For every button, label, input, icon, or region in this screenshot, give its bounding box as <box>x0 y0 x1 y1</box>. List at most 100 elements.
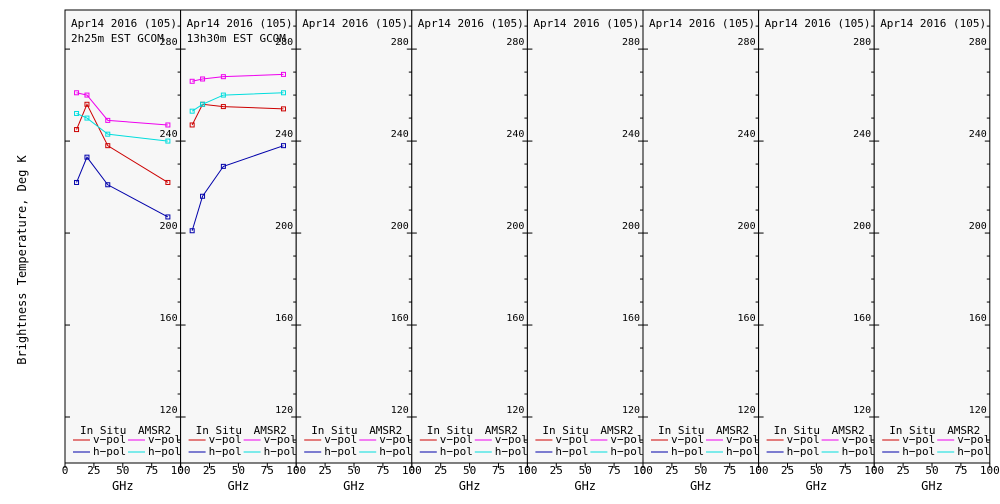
x-tick-label: 50 <box>232 464 245 477</box>
x-tick-label: 75 <box>954 464 967 477</box>
x-axis-label: GHz <box>921 479 943 493</box>
legend-amsr2-header: AMSR2 <box>369 424 402 437</box>
x-tick-label: 0 <box>640 464 647 477</box>
panel-title: Apr14 2016 (105) <box>71 17 177 30</box>
y-tick-label: 120 <box>391 405 409 416</box>
legend-hpol-label: h−pol <box>610 445 643 458</box>
series-line <box>76 92 168 126</box>
x-tick-label: 0 <box>293 464 300 477</box>
data-point <box>105 131 111 137</box>
x-tick-label: 50 <box>463 464 476 477</box>
x-tick-label: 0 <box>62 464 69 477</box>
x-tick-label: 50 <box>579 464 592 477</box>
legend-amsr2-header: AMSR2 <box>600 424 633 437</box>
legend-hpol-label: h−pol <box>495 445 528 458</box>
data-point <box>84 115 90 121</box>
y-tick-label: 200 <box>160 221 178 232</box>
x-tick-label: 25 <box>896 464 909 477</box>
y-tick-label: 240 <box>969 129 987 140</box>
data-point <box>84 101 90 107</box>
y-tick-label: 160 <box>853 313 871 324</box>
x-tick-label: 75 <box>145 464 158 477</box>
x-axis-label: GHz <box>690 479 712 493</box>
legend-in-situ-header: In Situ <box>889 424 935 437</box>
x-axis-label: GHz <box>343 479 365 493</box>
y-tick-label: 280 <box>275 37 293 48</box>
y-tick-label: 120 <box>160 405 178 416</box>
legend-amsr2-header: AMSR2 <box>832 424 865 437</box>
panel-title: Apr14 2016 (105) <box>187 17 293 30</box>
legend-vpol-label: v−pol <box>209 433 242 446</box>
x-tick-label: 0 <box>408 464 415 477</box>
data-point <box>280 106 286 112</box>
panel-title: Apr14 2016 (105) <box>765 17 871 30</box>
chart-panel-8: Apr14 2016 (105) 120 160 200 240 280 0 25 50 75 10… <box>871 9 1000 493</box>
panel-title: Apr14 2016 (105) <box>649 17 755 30</box>
y-tick-label: 280 <box>969 37 987 48</box>
series-line <box>191 103 284 126</box>
data-point <box>220 163 226 169</box>
y-tick-label: 120 <box>969 405 987 416</box>
legend-hpol-label: h−pol <box>902 445 935 458</box>
data-point <box>105 182 111 188</box>
legend-vpol-label: v−pol <box>379 433 412 446</box>
y-axis-label: Brightness Temperature, Deg K <box>15 154 29 364</box>
y-tick-label: 120 <box>622 405 640 416</box>
legend-hpol-label: h−pol <box>671 445 704 458</box>
chart-panel-2: Apr14 2016 (105) 13h30m EST GCOM 120 160 200… <box>177 9 306 493</box>
y-tick-label: 120 <box>506 405 524 416</box>
y-tick-label: 160 <box>969 313 987 324</box>
x-tick-label: 25 <box>550 464 563 477</box>
data-point <box>189 228 195 234</box>
data-point <box>280 143 286 149</box>
data-point <box>200 101 206 107</box>
legend-in-situ-header: In Situ <box>80 424 126 437</box>
x-tick-label: 75 <box>376 464 389 477</box>
legend-vpol-label: v−pol <box>440 433 473 446</box>
x-axis-label: GHz <box>459 479 481 493</box>
legend-hpol-label: h−pol <box>209 445 242 458</box>
x-tick-label: 50 <box>810 464 823 477</box>
y-tick-label: 160 <box>506 313 524 324</box>
y-tick-label: 240 <box>853 129 871 140</box>
x-axis-label: GHz <box>574 479 596 493</box>
x-tick-label: 25 <box>781 464 794 477</box>
data-point <box>105 143 111 149</box>
panel-frame <box>642 9 760 464</box>
y-tick-label: 280 <box>622 37 640 48</box>
x-tick-label: 100 <box>633 464 653 477</box>
panel-subtitle: 13h30m EST GCOM <box>187 32 287 45</box>
y-tick-label: 160 <box>738 313 756 324</box>
y-tick-label: 160 <box>275 313 293 324</box>
series-line <box>76 113 168 142</box>
chart-panel-4: Apr14 2016 (105) 120 160 200 240 280 0 25 50 75 10… <box>408 9 537 493</box>
data-point <box>74 90 80 96</box>
y-tick-label: 120 <box>853 405 871 416</box>
x-tick-label: 0 <box>524 464 531 477</box>
x-axis-label: GHz <box>806 479 828 493</box>
data-point <box>74 179 80 185</box>
x-tick-label: 100 <box>171 464 191 477</box>
data-point <box>165 179 171 185</box>
series-line <box>191 92 284 112</box>
data-point <box>84 154 90 160</box>
data-point <box>280 71 286 77</box>
series-line <box>76 156 169 218</box>
data-point <box>220 74 226 80</box>
panel-frame <box>180 9 297 464</box>
legend-hpol-label: h−pol <box>379 445 412 458</box>
y-tick-label: 240 <box>622 129 640 140</box>
data-point <box>84 92 90 98</box>
chart-panel-7: Apr14 2016 (105) 120 160 200 240 280 0 25 50 75 10… <box>755 9 884 493</box>
legend-vpol-label: v−pol <box>148 433 181 446</box>
data-point <box>200 76 206 82</box>
panel-subtitle: 2h25m EST GCOM <box>71 32 164 45</box>
y-tick-label: 200 <box>506 221 524 232</box>
y-tick-label: 160 <box>391 313 409 324</box>
legend-hpol-label: h−pol <box>787 445 820 458</box>
y-tick-label: 240 <box>738 129 756 140</box>
y-tick-label: 120 <box>738 405 756 416</box>
legend-in-situ-header: In Situ <box>658 424 704 437</box>
